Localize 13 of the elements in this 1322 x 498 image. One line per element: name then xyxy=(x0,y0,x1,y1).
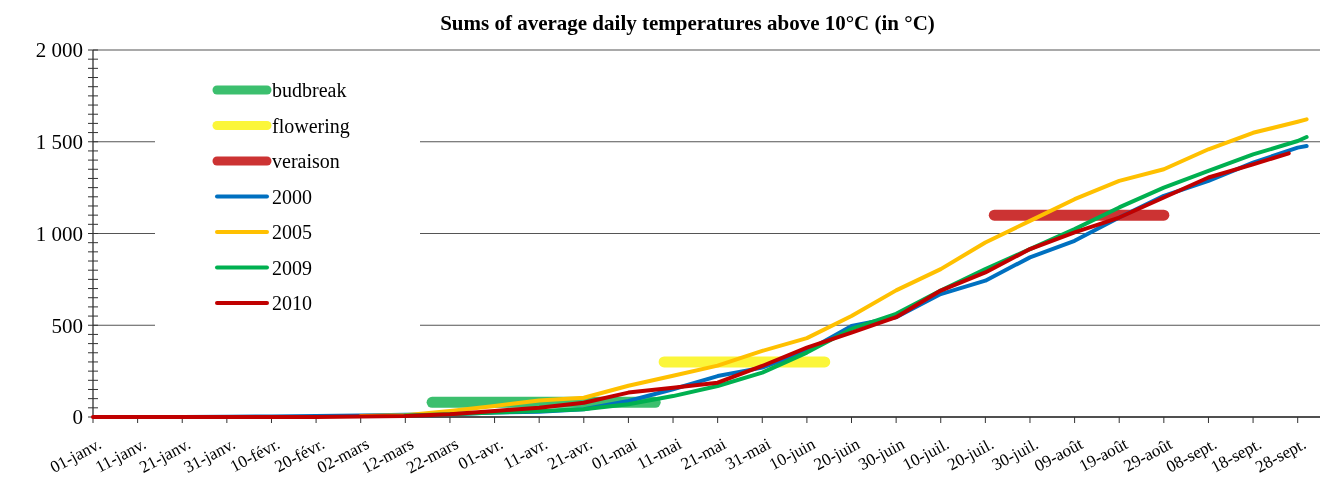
legend-label: 2000 xyxy=(272,185,312,208)
legend-label: veraison xyxy=(272,150,340,172)
y-tick-label: 1 000 xyxy=(35,221,83,246)
y-tick-label: 0 xyxy=(72,405,83,430)
legend-label: flowering xyxy=(272,114,350,138)
legend-label: 2009 xyxy=(272,256,312,279)
legend-label: 2005 xyxy=(272,221,312,243)
legend-label: budbreak xyxy=(272,79,347,101)
y-tick-label: 500 xyxy=(51,313,83,338)
legend-label: 2010 xyxy=(272,292,312,314)
y-tick-label: 1 500 xyxy=(35,130,83,155)
chart-title: Sums of average daily temperatures above 10°C (in °C) xyxy=(440,11,935,35)
y-tick-label: 2 000 xyxy=(35,38,83,63)
